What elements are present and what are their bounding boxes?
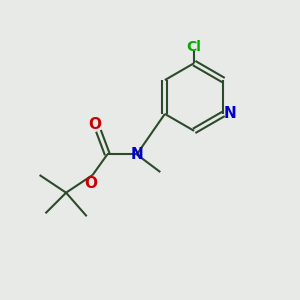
Text: O: O	[85, 176, 98, 191]
Text: O: O	[88, 117, 101, 132]
Text: Cl: Cl	[187, 40, 202, 54]
Text: N: N	[224, 106, 236, 122]
Text: N: N	[130, 147, 143, 162]
